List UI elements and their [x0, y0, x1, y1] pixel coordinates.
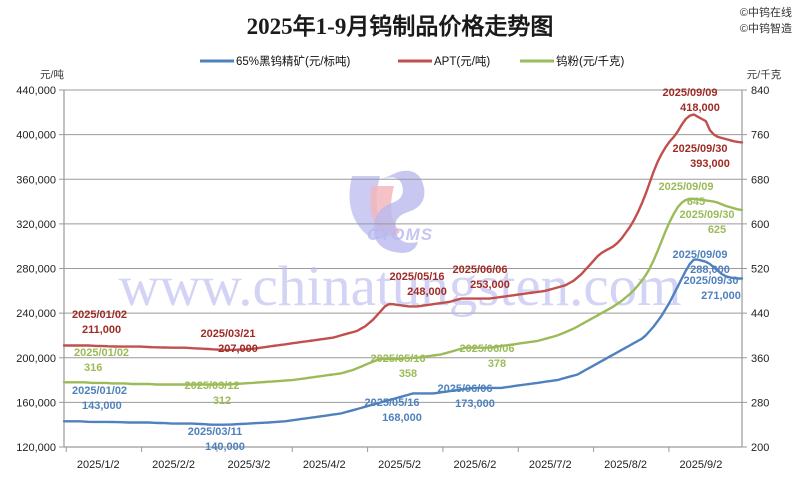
x-axis-tick-label: 2025/1/2 [77, 459, 120, 471]
data-label-date: 2025/01/02 [74, 347, 129, 359]
data-label-date: 2025/06/06 [452, 264, 507, 276]
ctoms-logo-text: CTOMS [367, 225, 433, 244]
data-label-value: 316 [84, 362, 102, 374]
data-label-value: 625 [708, 224, 726, 236]
data-label-value: 168,000 [382, 412, 422, 424]
y2-axis-tick-label: 840 [751, 85, 769, 97]
data-label-date: 2025/03/11 [188, 426, 242, 438]
data-label-date: 2025/09/09 [672, 249, 727, 261]
y-axis-tick-label: 200,000 [16, 353, 56, 365]
ctoms-logo-watermark: CTOMS [349, 170, 433, 253]
y-axis-tick-label: 360,000 [16, 174, 56, 186]
data-label-date: 2025/06/06 [437, 383, 492, 395]
data-label-date: 2025/09/30 [683, 275, 738, 287]
y2-axis-tick-label: 760 [751, 130, 769, 142]
x-axis-tick-label: 2025/2/2 [152, 459, 195, 471]
x-axis-tick-label: 2025/7/2 [529, 459, 572, 471]
data-label-date: 2025/05/16 [389, 271, 444, 283]
chart-title: 2025年1-9月钨制品价格走势图 [247, 13, 554, 39]
data-label-value: 645 [687, 196, 705, 208]
x-axis-tick-label: 2025/8/2 [604, 459, 647, 471]
legend-label-concentrate: 65%黑钨精矿(元/标吨) [236, 55, 351, 68]
data-label-value: 140,000 [205, 441, 245, 453]
y2-axis-tick-label: 680 [751, 174, 769, 186]
y2-axis-tick-label: 600 [751, 219, 769, 231]
y-axis-tick-label: 320,000 [16, 219, 56, 231]
y2-axis-tick-label: 280 [751, 397, 769, 409]
axes: 440,000 400,000 360,000 320,000 280,000 240,0… [16, 68, 781, 471]
data-label-date: 2025/09/09 [658, 181, 713, 193]
y-axis-tick-label: 240,000 [16, 308, 56, 320]
data-label-value: 211,000 [82, 324, 121, 336]
data-label-value: 378 [488, 358, 506, 370]
data-label-value: 143,000 [82, 400, 122, 412]
data-label-date: 2025/03/12 [184, 380, 239, 392]
data-label-value: 312 [213, 395, 231, 407]
data-labels: 2025/01/02 211,000 2025/01/02 316 2025/01/02… [72, 87, 741, 453]
chart-legend: 65%黑钨精矿(元/标吨) APT(元/吨) 钨粉(元/千克) [200, 55, 625, 68]
data-label-value: 253,000 [470, 279, 510, 291]
brand-label-manufacture: ©中钨智造 [740, 21, 792, 35]
x-axis-tick-label: 2025/5/2 [378, 459, 421, 471]
data-label-value: 173,000 [455, 398, 495, 410]
right-axis-unit: 元/千克 [747, 69, 782, 81]
data-label-value: 271,000 [701, 290, 741, 302]
y-axis-tick-label: 440,000 [16, 85, 56, 97]
data-label-date: 2025/09/30 [679, 209, 734, 221]
series-line-concentrate [62, 258, 744, 426]
series-line-powder [62, 197, 744, 386]
data-label-date: 2025/05/16 [364, 397, 419, 409]
data-label-value: 358 [399, 368, 417, 380]
data-label-date: 2025/03/21 [200, 328, 255, 340]
data-label-date: 2025/01/02 [72, 385, 127, 397]
y2-axis-tick-label: 440 [751, 308, 769, 320]
y2-axis-tick-label: 360 [751, 353, 769, 365]
x-axis-tick-label: 2025/6/2 [454, 459, 497, 471]
data-label-date: 2025/09/30 [672, 143, 727, 155]
legend-label-apt: APT(元/吨) [434, 55, 490, 68]
brand-label-online: ©中钨在线 [740, 5, 792, 19]
data-label-date: 2025/09/09 [662, 87, 717, 99]
data-label-value: 288,000 [690, 264, 730, 276]
legend-label-powder: 钨粉(元/千克) [556, 55, 625, 68]
y2-axis-tick-label: 520 [751, 264, 769, 276]
x-axis-tick-label: 2025/9/2 [680, 459, 723, 471]
y-axis-tick-label: 400,000 [16, 130, 56, 142]
y2-axis-tick-label: 200 [751, 442, 769, 454]
x-axis-tick-label: 2025/3/2 [228, 459, 271, 471]
x-axis-tick-label: 2025/4/2 [303, 459, 346, 471]
data-label-value: 207,000 [218, 343, 258, 355]
data-label-value: 418,000 [680, 102, 720, 114]
left-axis-unit: 元/吨 [40, 68, 64, 81]
y-axis-tick-label: 280,000 [16, 264, 56, 276]
y-axis-tick-label: 160,000 [16, 397, 56, 409]
data-label-date: 2025/05/16 [370, 353, 425, 365]
y-axis-tick-label: 120,000 [16, 442, 56, 454]
data-label-value: 248,000 [407, 286, 447, 298]
data-label-date: 2025/06/06 [459, 343, 514, 355]
data-series [62, 113, 744, 426]
series-line-apt [62, 113, 744, 352]
url-watermark: www.chinatungsten.com [118, 255, 681, 318]
data-label-value: 393,000 [690, 158, 730, 170]
data-label-date: 2025/01/02 [72, 309, 127, 321]
